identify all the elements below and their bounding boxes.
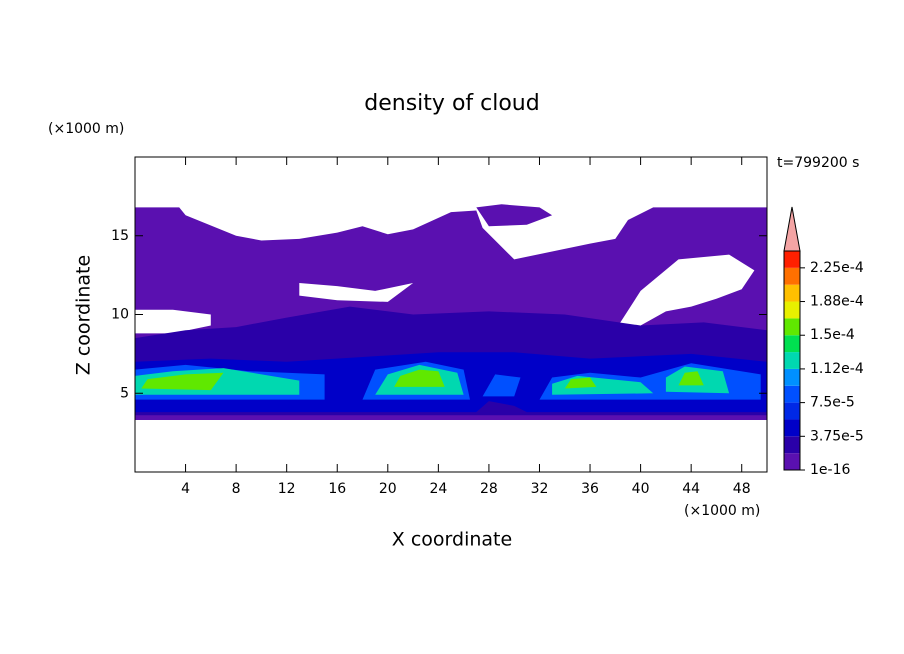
y-tick-label: 10 — [111, 307, 129, 323]
x-tick-label: 48 — [733, 481, 751, 497]
colorbar-band — [784, 352, 800, 369]
colorbar-tick-label: 7.5e-5 — [810, 395, 855, 411]
colorbar-tick-label: 2.25e-4 — [810, 260, 864, 276]
colorbar-band — [784, 251, 800, 268]
chart-title: density of cloud — [364, 91, 539, 116]
x-tick-label: 36 — [581, 481, 599, 497]
x-tick-label: 4 — [181, 481, 190, 497]
colorbar-band — [784, 453, 800, 470]
annotation: t=799200 s — [777, 155, 859, 171]
colorbar-extend — [783, 206, 801, 252]
colorbar-tick-label: 1.5e-4 — [810, 327, 855, 343]
colorbar-tick-label: 1e-16 — [810, 462, 850, 478]
x-tick-label: 28 — [480, 481, 498, 497]
x-tick-label: 16 — [328, 481, 346, 497]
colorbar-band — [784, 284, 800, 302]
colorbar-band — [784, 318, 800, 336]
colorbar-band — [784, 419, 800, 437]
colorbar-tick-label: 1.88e-4 — [810, 294, 864, 310]
colorbar-band — [784, 436, 800, 454]
y-axis-label: Z coordinate — [73, 255, 95, 375]
colorbar-band — [784, 335, 800, 353]
colorbar-band — [784, 402, 800, 420]
x-tick-label: 24 — [429, 481, 447, 497]
x-tick-label: 20 — [379, 481, 397, 497]
colorbar-band — [784, 301, 800, 319]
y-tick-label: 15 — [111, 228, 129, 244]
y-tick-label: 5 — [120, 385, 129, 401]
x-tick-label: 32 — [531, 481, 549, 497]
x-tick-label: 12 — [278, 481, 296, 497]
colorbar-band — [784, 267, 800, 285]
x-tick-label: 40 — [632, 481, 650, 497]
colorbar-band — [784, 368, 800, 386]
colorbar-tick-label: 1.12e-4 — [810, 361, 864, 377]
x-tick-label: 8 — [232, 481, 241, 497]
x-tick-label: 44 — [682, 481, 700, 497]
x-axis-label: X coordinate — [392, 529, 512, 551]
colorbar-frame — [783, 250, 801, 471]
colorbar-band — [784, 385, 800, 403]
x-unit: (×1000 m) — [684, 503, 760, 519]
contour-region — [141, 369, 704, 391]
y-unit: (×1000 m) — [48, 121, 124, 137]
colorbar-tick-label: 3.75e-5 — [810, 428, 864, 444]
